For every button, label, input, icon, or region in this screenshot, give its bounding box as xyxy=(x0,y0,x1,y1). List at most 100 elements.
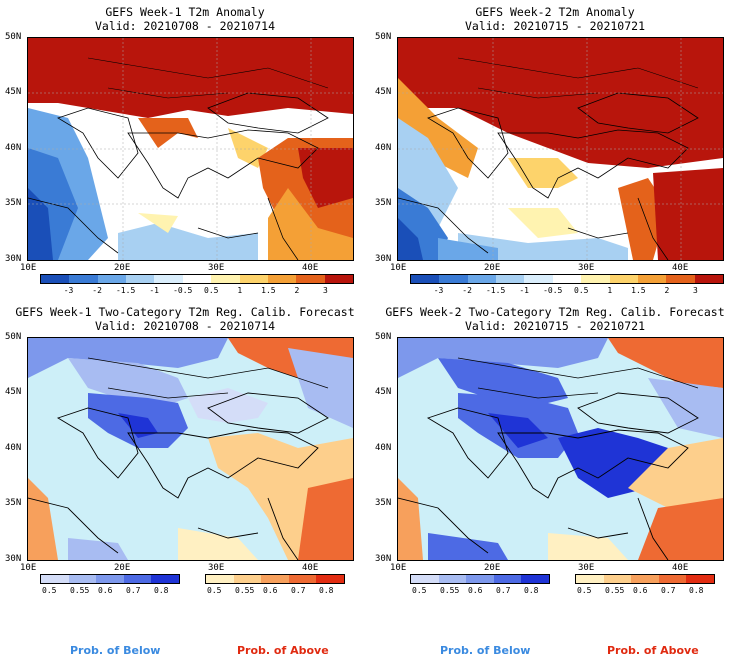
prob-below-title: Prob. of Below xyxy=(440,644,531,657)
panel-week1-probability: GEFS Week-1 Two-Category T2m Reg. Calib.… xyxy=(0,300,370,600)
colorbar-label: 0.7 xyxy=(291,586,306,595)
lat-label: 35N xyxy=(5,198,22,208)
colorbar-label: 1 xyxy=(237,286,243,295)
anomaly-map-week2 xyxy=(397,37,724,261)
lon-label: 40E xyxy=(672,563,689,573)
colorbar-label: 0.7 xyxy=(126,586,141,595)
colorbar-swatch xyxy=(496,275,525,283)
colorbar-swatch xyxy=(609,275,638,283)
colorbar-label: -2 xyxy=(462,286,472,295)
panel-valid-date: Valid: 20210708 - 20210714 xyxy=(94,319,275,333)
lat-label: 30N xyxy=(5,254,22,264)
colorbar-swatch xyxy=(126,275,155,283)
colorbar-label: 0.8 xyxy=(154,586,169,595)
above-colorbar xyxy=(205,574,345,584)
panel-valid-date: Valid: 20210715 - 20210721 xyxy=(464,319,645,333)
colorbar-label: 2 xyxy=(664,286,670,295)
colorbar-swatch xyxy=(411,575,439,583)
panel-valid-date: Valid: 20210715 - 20210721 xyxy=(464,19,645,33)
lon-label: 20E xyxy=(484,263,501,273)
colorbar-label: 1.5 xyxy=(631,286,646,295)
lon-label: 30E xyxy=(208,263,225,273)
lat-label: 45N xyxy=(5,87,22,97)
colorbar-swatch xyxy=(438,575,467,583)
colorbar-swatch xyxy=(96,575,124,583)
panel-title: GEFS Week-1 Two-Category T2m Reg. Calib.… xyxy=(15,305,355,319)
colorbar-swatch xyxy=(552,275,582,283)
lon-label: 40E xyxy=(302,263,319,273)
colorbar-swatch xyxy=(439,275,468,283)
lat-label: 30N xyxy=(5,554,22,564)
map-graphic xyxy=(398,38,723,260)
lat-label: 30N xyxy=(375,254,392,264)
colorbar-label: -2 xyxy=(92,286,102,295)
colorbar-label: 3 xyxy=(693,286,698,295)
lat-label: 50N xyxy=(375,332,392,342)
colorbar-label: 0.5 xyxy=(207,586,222,595)
colorbar-swatch xyxy=(411,275,440,283)
lat-label: 45N xyxy=(375,387,392,397)
colorbar-label: 0.5 xyxy=(577,586,592,595)
colorbar-label: 0.6 xyxy=(468,586,483,595)
colorbar-label: -1 xyxy=(519,286,529,295)
colorbar-swatch xyxy=(576,575,604,583)
colorbar-label: 0.55 xyxy=(440,586,460,595)
colorbar-label: 0.8 xyxy=(689,586,704,595)
colorbar-swatch xyxy=(239,275,268,283)
panel-week2-probability: GEFS Week-2 Two-Category T2m Reg. Calib.… xyxy=(370,300,740,600)
colorbar-label: -3 xyxy=(433,286,444,295)
colorbar-label: 2 xyxy=(294,286,300,295)
colorbar-label: -3 xyxy=(63,286,74,295)
colorbar-swatch xyxy=(97,275,127,283)
colorbar-label: 3 xyxy=(323,286,328,295)
colorbar-label: 0.7 xyxy=(496,586,511,595)
panel-week1-anomaly: GEFS Week-1 T2m Anomaly Valid: 20210708 … xyxy=(0,0,370,300)
map-graphic xyxy=(28,38,353,260)
colorbar-swatch xyxy=(603,575,632,583)
colorbar-swatch xyxy=(206,575,234,583)
lat-label: 30N xyxy=(375,554,392,564)
lon-label: 30E xyxy=(578,263,595,273)
prob-above-title: Prob. of Above xyxy=(237,644,329,657)
colorbar-swatch xyxy=(467,275,497,283)
lat-label: 50N xyxy=(5,332,22,342)
lon-label: 10E xyxy=(20,263,37,273)
colorbar-swatch xyxy=(261,575,289,583)
colorbar-label: 0.8 xyxy=(319,586,334,595)
lon-label: 20E xyxy=(114,263,131,273)
panel-valid-date: Valid: 20210708 - 20210714 xyxy=(94,19,275,33)
colorbar-swatch xyxy=(151,575,179,583)
colorbar-swatch xyxy=(637,275,667,283)
panel-title: GEFS Week-2 Two-Category T2m Reg. Calib.… xyxy=(385,305,725,319)
lat-label: 35N xyxy=(375,498,392,508)
lat-label: 40N xyxy=(5,443,22,453)
lon-label: 10E xyxy=(20,563,37,573)
colorbar-swatch xyxy=(658,575,687,583)
prob-below-title: Prob. of Below xyxy=(70,644,161,657)
above-colorbar xyxy=(575,574,715,584)
colorbar-label: 0.8 xyxy=(524,586,539,595)
lon-label: 20E xyxy=(484,563,501,573)
colorbar-swatch xyxy=(123,575,152,583)
lon-label: 30E xyxy=(208,563,225,573)
colorbar-swatch xyxy=(68,575,97,583)
colorbar-swatch xyxy=(211,275,240,283)
colorbar-swatch xyxy=(233,575,262,583)
colorbar-label: 0.6 xyxy=(633,586,648,595)
colorbar-label: 0.55 xyxy=(70,586,90,595)
lat-label: 45N xyxy=(375,87,392,97)
colorbar-swatch xyxy=(296,275,325,283)
colorbar-label: 0.5 xyxy=(412,586,427,595)
colorbar-label: 0.5 xyxy=(204,286,219,295)
colorbar-swatch xyxy=(466,575,494,583)
colorbar-label: 0.5 xyxy=(42,586,57,595)
colorbar-label: 1.5 xyxy=(261,286,276,295)
colorbar-label: 0.6 xyxy=(98,586,113,595)
colorbar-swatch xyxy=(524,275,553,283)
colorbar-label: 1 xyxy=(607,286,613,295)
colorbar-swatch xyxy=(666,275,695,283)
lon-label: 10E xyxy=(390,263,407,273)
panel-title: GEFS Week-2 T2m Anomaly xyxy=(475,5,635,19)
colorbar-swatch xyxy=(686,575,714,583)
colorbar-swatch xyxy=(581,275,610,283)
